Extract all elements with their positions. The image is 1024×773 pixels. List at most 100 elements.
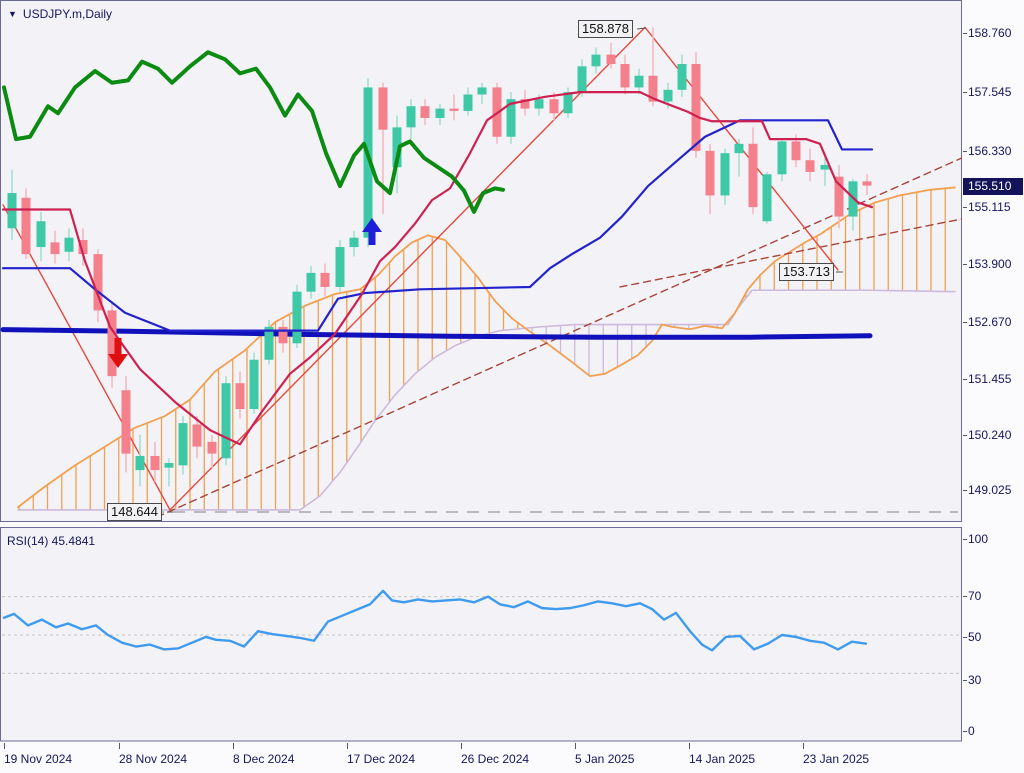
secondary-dashed-trendline (619, 218, 962, 288)
time-axis[interactable]: 19 Nov 2024 28 Nov 2024 8 Dec 2024 17 Dec 2… (0, 742, 1024, 773)
kijun-blue-line (1, 119, 874, 332)
candle-body (563, 92, 573, 114)
tenkan-crimson-ma (1, 91, 874, 446)
candle-body (549, 99, 559, 114)
candle-body (192, 424, 202, 447)
candle-body (862, 181, 872, 186)
current-price-label: 155.510 (963, 178, 1023, 195)
rsi-scale-label: 50 (962, 630, 982, 644)
time-tick-label: 28 Nov 2024 (119, 743, 188, 766)
price-axis[interactable]: 158.760 157.545 156.330 155.115 153.900 152.6… (962, 0, 1024, 773)
candle-body (107, 310, 117, 377)
candle-body (7, 193, 17, 229)
symbol-label-text: USDJPY.m,Daily (22, 7, 113, 21)
long-term-navy-ma (0, 327, 873, 340)
rsi-scale-label: 30 (962, 673, 982, 687)
candle-body (78, 240, 88, 255)
annotation-connector (636, 27, 647, 30)
candle-body (577, 66, 587, 93)
annotation-box-swing-high[interactable]: 158.878 (578, 20, 633, 38)
candle-body (435, 108, 445, 118)
time-tick-label: 26 Dec 2024 (461, 743, 530, 766)
price-tick-label: 156.330 (962, 144, 1012, 158)
price-tick-label: 152.670 (962, 315, 1012, 329)
candle-body (506, 99, 516, 137)
candle-body (378, 87, 388, 130)
price-tick-label: 149.025 (962, 483, 1012, 497)
candle-body (820, 164, 830, 170)
candle-body (50, 242, 60, 255)
smoothed-green-ma (2, 50, 505, 214)
candle-body (520, 99, 530, 109)
buy-arrow-icon[interactable] (362, 218, 382, 245)
candle-body (663, 89, 673, 102)
rsi-scale-label: 70 (962, 589, 982, 603)
candle-body (406, 106, 416, 128)
time-tick-label: 14 Jan 2025 (689, 743, 756, 766)
candle-body (606, 54, 616, 64)
candle-body (292, 291, 302, 344)
candle-body (691, 63, 701, 151)
candle-body (278, 326, 288, 344)
candle-body (335, 247, 345, 287)
main-chart-panel (0, 0, 962, 522)
price-tick-label: 150.240 (962, 428, 1012, 442)
candle-body (178, 423, 188, 466)
price-tick-label: 158.760 (962, 26, 1012, 40)
candle-body (93, 254, 103, 311)
candle-body (463, 94, 473, 111)
candle-body (748, 143, 758, 208)
candle-body (21, 197, 31, 255)
time-tick-label: 19 Nov 2024 (4, 743, 73, 766)
candle-body (734, 143, 744, 154)
candle-body (164, 463, 174, 468)
candle-body (449, 108, 459, 111)
rsi-scale-label: 0 (963, 724, 975, 738)
price-tick-label: 157.545 (962, 85, 1012, 99)
price-tick-label: 151.455 (962, 372, 1012, 386)
candle-body (235, 383, 245, 410)
annotation-box-swing-low[interactable]: 148.644 (107, 503, 162, 521)
candle-body (392, 127, 402, 168)
symbol-timeframe-label: ▼ USDJPY.m,Daily (8, 7, 112, 21)
candle-body (791, 141, 801, 161)
candle-body (705, 150, 715, 196)
ascending-dashed-trendline (156, 157, 962, 518)
price-tick-label: 155.115 (963, 200, 1011, 214)
candle-body (363, 87, 373, 238)
candle-body (534, 99, 544, 109)
candle-body (591, 54, 601, 67)
senkou-span-a-line (17, 186, 956, 509)
rsi-panel (0, 527, 962, 742)
annotation-box-swing-mid[interactable]: 153.713 (779, 263, 834, 281)
candle-body (420, 106, 430, 118)
candle-body (135, 455, 145, 471)
candle-body (777, 141, 787, 175)
candle-body (264, 326, 274, 360)
price-tick-label: 153.900 (962, 257, 1012, 271)
candle-body (221, 383, 231, 459)
candle-body (677, 63, 687, 90)
candle-body (834, 176, 844, 217)
candle-body (349, 237, 359, 248)
rsi-indicator-canvas[interactable] (0, 527, 962, 742)
candle-body (249, 359, 259, 410)
candle-body (762, 174, 772, 222)
candle-body (805, 160, 815, 172)
time-tick-label: 17 Dec 2024 (347, 743, 416, 766)
candle-body (121, 390, 131, 454)
candle-body (207, 441, 217, 454)
rsi-scale-label: 100 (962, 532, 989, 546)
main-chart-canvas[interactable] (0, 0, 962, 523)
candle-body (64, 237, 74, 252)
chart-dropdown-icon[interactable]: ▼ (8, 9, 17, 19)
candle-body (720, 153, 730, 196)
time-tick-label: 8 Dec 2024 (233, 743, 295, 766)
candle-body (320, 272, 330, 287)
candle-body (306, 272, 316, 292)
sell-arrow-icon[interactable] (108, 338, 128, 368)
candle-body (620, 63, 630, 88)
rsi-line (2, 589, 868, 652)
candle-body (36, 221, 46, 248)
